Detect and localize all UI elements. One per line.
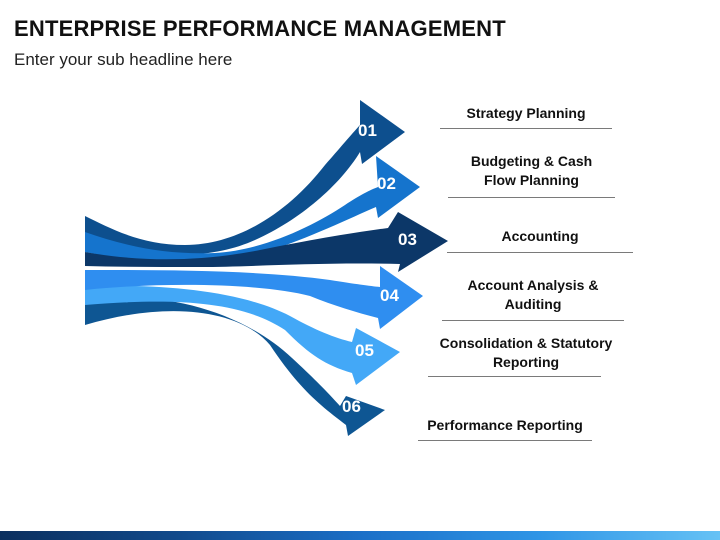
- arrow-01: [85, 100, 405, 255]
- item-label-05-line-2: Reporting: [492, 354, 560, 370]
- item-label-05: Consolidation & Statutory Reporting: [428, 334, 624, 372]
- item-label-01-line-1: Strategy Planning: [466, 105, 586, 121]
- item-underline-06: [418, 440, 592, 441]
- step-number-04: 04: [380, 286, 399, 305]
- step-number-05: 05: [355, 341, 374, 360]
- item-underline-05: [428, 376, 601, 377]
- step-number-02: 02: [377, 174, 396, 193]
- item-underline-01: [440, 128, 612, 129]
- step-number-06: 06: [342, 397, 361, 416]
- item-label-04-line-1: Account Analysis &: [467, 277, 599, 293]
- item-label-03-line-1: Accounting: [501, 228, 579, 244]
- arrow-05: [85, 285, 400, 385]
- item-label-06: Performance Reporting: [418, 416, 592, 435]
- page-subtitle: Enter your sub headline here: [14, 50, 233, 69]
- item-underline-02: [448, 197, 615, 198]
- item-label-02: Budgeting & Cash Flow Planning: [448, 152, 615, 190]
- item-label-02-line-2: Flow Planning: [484, 172, 579, 188]
- step-number-03: 03: [398, 230, 417, 249]
- footer-gradient-bar: [0, 531, 720, 540]
- arrow-04: [85, 266, 423, 329]
- arrow-02: [85, 156, 420, 263]
- item-label-04-line-2: Auditing: [504, 296, 562, 312]
- item-label-02-line-1: Budgeting & Cash: [470, 153, 593, 169]
- step-number-01: 01: [358, 121, 377, 140]
- item-underline-04: [442, 320, 624, 321]
- item-underline-03: [447, 252, 633, 253]
- arrow-06: [85, 297, 385, 436]
- item-label-03: Accounting: [447, 227, 633, 246]
- item-label-04: Account Analysis & Auditing: [442, 276, 624, 314]
- item-label-01: Strategy Planning: [440, 104, 612, 123]
- item-label-06-line-1: Performance Reporting: [427, 417, 583, 433]
- page-title: ENTERPRISE PERFORMANCE MANAGEMENT: [14, 16, 506, 41]
- arrow-03: [85, 212, 448, 272]
- item-label-05-line-1: Consolidation & Statutory: [439, 335, 613, 351]
